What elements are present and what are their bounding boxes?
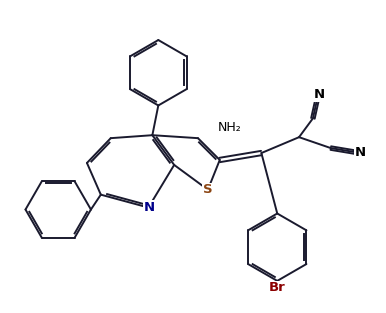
Text: Br: Br [269, 281, 286, 294]
Text: N: N [355, 146, 366, 159]
Text: N: N [144, 201, 155, 214]
Text: N: N [313, 88, 325, 101]
Text: S: S [203, 183, 213, 196]
Text: NH₂: NH₂ [218, 121, 242, 134]
